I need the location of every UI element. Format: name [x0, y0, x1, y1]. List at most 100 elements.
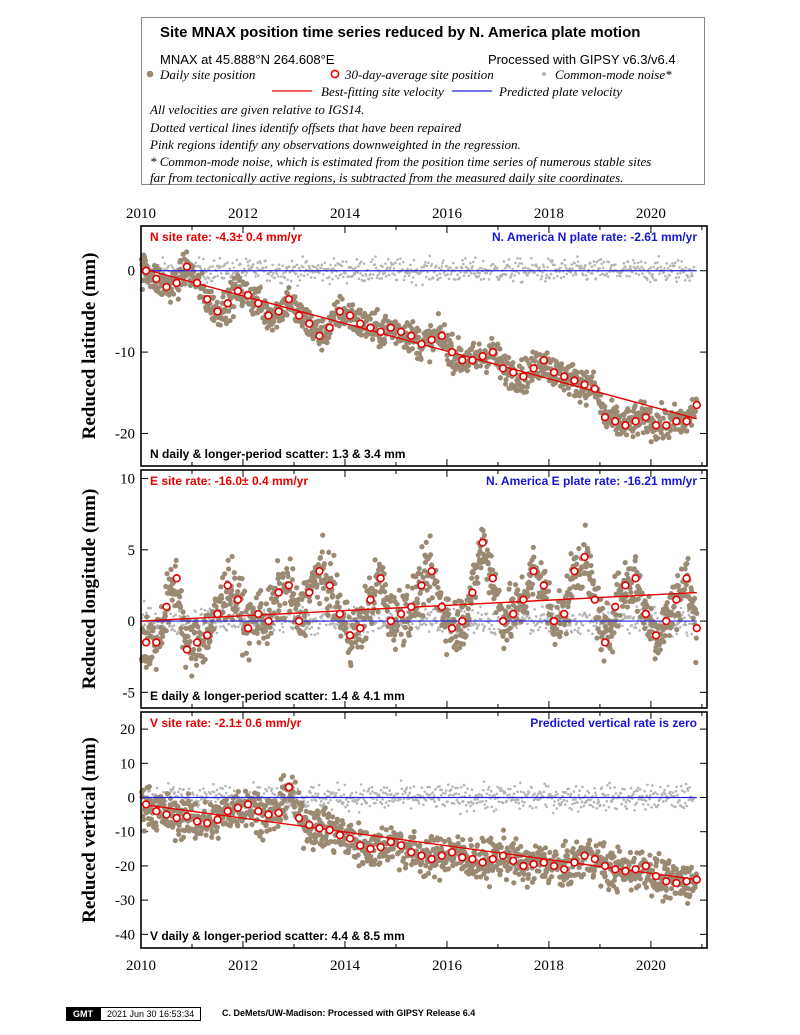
v-y-tick-label: -20 [115, 859, 135, 875]
n-common-mode-point [394, 261, 397, 265]
e-common-mode-point [601, 612, 605, 615]
v-common-mode-point [228, 786, 232, 789]
e-daily-point [584, 560, 590, 566]
e-common-mode-point [141, 613, 145, 616]
e-common-mode-point [318, 622, 322, 626]
n-common-mode-point [504, 266, 507, 270]
v-common-mode-point [171, 788, 175, 791]
e-daily-point [418, 571, 424, 577]
n-common-mode-point [284, 270, 287, 274]
n-daily-point [532, 357, 538, 364]
e-avg30-point [192, 638, 202, 647]
e-y-axis-label: Reduced longitude (mm) [79, 489, 100, 690]
n-daily-point [190, 263, 196, 269]
n-common-mode-point [359, 260, 363, 264]
n-common-mode-point [392, 267, 396, 270]
e-daily-point [552, 641, 558, 647]
e-daily-point [258, 588, 264, 594]
e-daily-point [338, 633, 344, 639]
e-common-mode-point [438, 628, 442, 632]
v-common-mode-point [412, 785, 416, 788]
n-common-mode-point [401, 260, 405, 264]
e-daily-point [607, 645, 613, 651]
e-common-mode-point [606, 611, 610, 614]
n-common-mode-point [441, 259, 445, 262]
e-daily-point [561, 599, 567, 605]
e-daily-point [556, 588, 562, 594]
e-daily-point [538, 560, 544, 566]
e-scatter-text: E daily & longer-period scatter: 1.4 & 4… [150, 689, 405, 703]
n-common-mode-point [264, 259, 267, 262]
e-daily-point [222, 571, 228, 577]
e-daily-point [583, 564, 589, 570]
e-daily-point [193, 662, 200, 668]
e-common-mode-point [239, 622, 242, 626]
e-common-mode-point [534, 615, 538, 618]
legend-daily-marker [146, 70, 154, 78]
n-common-mode-point [494, 265, 497, 268]
e-daily-point [675, 583, 682, 589]
n-common-mode-point [369, 260, 373, 264]
n-avg30-point [468, 356, 477, 365]
v-common-mode-point [564, 790, 568, 794]
e-common-mode-point [305, 625, 309, 629]
n-common-mode-point [569, 271, 573, 274]
n-avg30-point [376, 327, 385, 336]
top-x-tick-2012: 2012 [228, 206, 258, 222]
v-common-mode-point [482, 780, 486, 783]
e-daily-point [500, 633, 506, 639]
n-daily-point [503, 377, 509, 383]
e-common-mode-point [389, 612, 392, 615]
e-common-mode-point [206, 610, 209, 613]
v-common-mode-point [360, 802, 364, 806]
n-common-mode-point [341, 260, 344, 263]
n-plate-rate: N. America N plate rate: -2.61 mm/yr [492, 230, 697, 244]
n-avg30-point [335, 307, 345, 316]
e-avg30-point [254, 609, 263, 619]
e-daily-point [319, 549, 325, 555]
n-daily-point [558, 361, 565, 367]
n-common-mode-point [337, 276, 340, 280]
n-common-mode-point [632, 265, 636, 269]
n-common-mode-point [509, 274, 513, 278]
e-daily-point [642, 625, 648, 632]
n-common-mode-point [387, 257, 390, 261]
e-common-mode-point [142, 599, 146, 603]
n-common-mode-point [353, 272, 357, 276]
e-daily-point [557, 621, 563, 627]
legend-best-fit-label: Best-fitting site velocity [321, 84, 444, 99]
n-daily-point [655, 435, 661, 441]
n-common-mode-point [621, 267, 625, 271]
n-daily-point [477, 363, 484, 369]
n-common-mode-point [204, 277, 207, 281]
v-common-mode-point [279, 797, 283, 801]
n-common-mode-point [255, 266, 259, 270]
n-daily-point [641, 399, 647, 405]
n-common-mode-point [582, 268, 586, 271]
n-common-mode-point [384, 274, 388, 278]
n-common-mode-point [470, 267, 474, 270]
n-daily-point [190, 269, 197, 275]
n-common-mode-point [590, 265, 594, 268]
n-common-mode-point [435, 274, 439, 277]
e-daily-point [457, 645, 463, 651]
v-common-mode-point [530, 786, 534, 790]
e-daily-point [325, 612, 331, 618]
n-daily-point [669, 412, 676, 418]
n-daily-point [176, 287, 182, 293]
e-common-mode-point [574, 617, 577, 621]
n-daily-point [339, 296, 345, 302]
e-common-mode-point [377, 616, 381, 620]
v-common-mode-point [451, 785, 454, 788]
v-common-mode-point [267, 786, 271, 789]
e-common-mode-point [477, 623, 481, 626]
n-daily-point [264, 304, 270, 310]
n-daily-point [156, 267, 162, 273]
e-y-tick-label: 10 [120, 472, 135, 488]
n-common-mode-point [218, 256, 222, 260]
e-daily-point [408, 625, 414, 632]
e-avg30-point [478, 538, 487, 547]
n-common-mode-point [576, 260, 580, 264]
e-daily-point [366, 575, 373, 581]
e-common-mode-point [474, 622, 478, 626]
